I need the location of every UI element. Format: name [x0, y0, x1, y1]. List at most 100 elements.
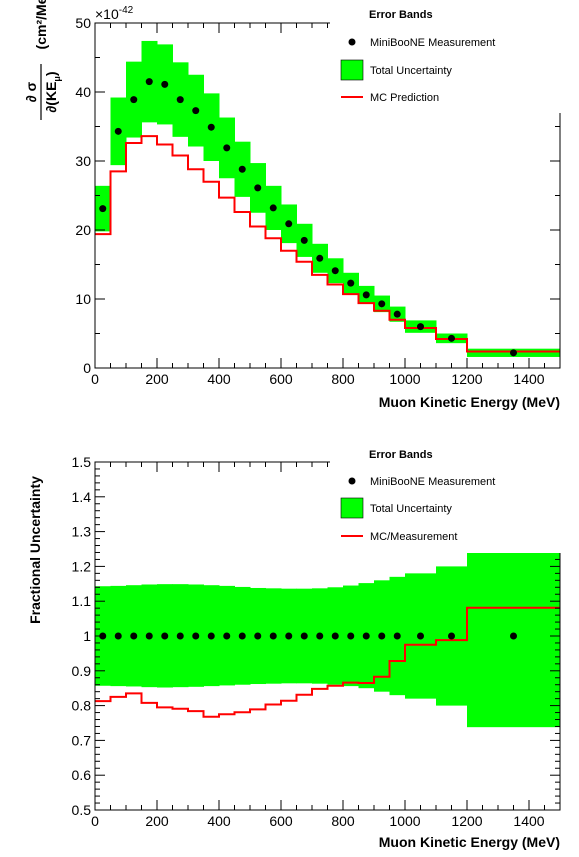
measurement-point	[130, 632, 138, 640]
measurement-point	[269, 204, 277, 212]
bottom-legend-entry-measurement: MiniBooNE Measurement	[370, 476, 495, 488]
measurement-point	[238, 165, 246, 173]
measurement-point	[510, 349, 517, 357]
measurement-point	[417, 632, 424, 640]
measurement-point	[331, 632, 339, 640]
x-tick-label: 600	[269, 813, 293, 829]
measurement-point	[207, 123, 215, 131]
x-tick-label: 400	[207, 813, 231, 829]
y-tick-label: 0.6	[72, 767, 92, 783]
measurement-point	[300, 632, 308, 640]
y-tick-label: 0.7	[72, 732, 92, 748]
measurement-point	[316, 632, 324, 640]
measurement-point	[378, 300, 386, 308]
top-legend-title: Error Bands	[369, 9, 433, 21]
top-x-axis-title: Muon Kinetic Energy (MeV)	[379, 394, 560, 410]
measurement-point	[269, 632, 277, 640]
y-tick-label: 0.9	[72, 663, 92, 679]
y-tick-label: 0.5	[72, 802, 92, 818]
measurement-point	[393, 632, 401, 640]
y-tick-label: 30	[75, 153, 91, 169]
x-tick-label: 400	[207, 371, 231, 387]
x-tick-label: 1200	[451, 371, 482, 387]
measurement-point	[238, 632, 246, 640]
y-tick-label: 10	[75, 291, 91, 307]
measurement-point	[254, 632, 262, 640]
bottom-legend: Error Bands MiniBooNE Measurement Total …	[330, 443, 561, 553]
top-legend-entry-uncertainty: Total Uncertainty	[370, 65, 452, 77]
measurement-point	[510, 632, 517, 640]
measurement-point	[161, 632, 169, 640]
measurement-point	[417, 323, 424, 331]
measurement-point	[130, 96, 138, 104]
measurement-point	[176, 96, 184, 104]
bottom-measurement-points	[99, 632, 517, 640]
measurement-point	[393, 310, 401, 318]
bottom-legend-entry-mc: MC/Measurement	[370, 531, 457, 543]
top-exponent-label: ×10-42	[95, 5, 134, 22]
x-tick-label: 200	[145, 371, 169, 387]
y-tick-label: 0.8	[72, 698, 92, 714]
bottom-legend-point-marker	[348, 477, 356, 485]
measurement-point	[448, 334, 455, 342]
measurement-point	[347, 632, 355, 640]
x-tick-label: 0	[91, 371, 99, 387]
y-tick-label: 1.2	[72, 558, 92, 574]
y-tick-label: 1.1	[72, 593, 92, 609]
measurement-point	[254, 184, 262, 192]
bottom-y-axis: 0.5 0.6 0.7 0.8 0.9 1 1.1 1.2 1.3 1.4 1.5	[72, 454, 560, 818]
measurement-point	[145, 78, 153, 86]
bottom-legend-band-swatch	[340, 497, 364, 519]
top-legend-entry-mc: MC Prediction	[370, 92, 439, 104]
mc-step-line	[95, 135, 560, 353]
x-tick-label: 200	[145, 813, 169, 829]
measurement-point	[161, 80, 169, 88]
bottom-legend-entry-uncertainty: Total Uncertainty	[370, 503, 452, 515]
mc-step-line	[95, 606, 560, 718]
cross-section-panel: 0 200 400 600 800 1000 1200 1400 0 10 20 30 40 50 ×1…	[23, 0, 561, 410]
measurement-point	[331, 267, 339, 275]
x-tick-label: 800	[331, 371, 355, 387]
y-tick-label: 20	[75, 222, 91, 238]
measurement-point	[285, 632, 293, 640]
top-legend-entry-measurement: MiniBooNE Measurement	[370, 37, 495, 49]
x-tick-label: 1000	[389, 813, 420, 829]
measurement-point	[448, 632, 455, 640]
measurement-point	[176, 632, 184, 640]
measurement-point	[347, 279, 355, 287]
x-tick-label: 1400	[513, 371, 544, 387]
top-ylabel-denominator: ∂(KEμ)	[43, 71, 62, 112]
measurement-point	[362, 291, 370, 299]
x-tick-label: 800	[331, 813, 355, 829]
y-tick-label: 40	[75, 84, 91, 100]
top-y-axis-title: ∂ σ ∂(KEμ) (cm²/MeV)	[23, 0, 62, 120]
measurement-point	[207, 632, 215, 640]
x-tick-label: 1200	[451, 813, 482, 829]
bottom-legend-title: Error Bands	[369, 449, 433, 461]
top-ylabel-numerator: ∂ σ	[23, 81, 39, 102]
measurement-point	[223, 632, 231, 640]
y-tick-label: 1.5	[72, 454, 92, 470]
y-tick-label: 1.3	[72, 524, 92, 540]
bottom-y-axis-title: Fractional Uncertainty	[27, 476, 43, 624]
top-ylabel-units: (cm²/MeV)	[33, 0, 49, 49]
bottom-x-axis-title: Muon Kinetic Energy (MeV)	[379, 834, 560, 850]
top-legend-band-swatch	[340, 59, 364, 81]
bottom-x-axis: 0 200 400 600 800 1000 1200 1400	[91, 462, 561, 829]
x-tick-label: 1400	[513, 813, 544, 829]
measurement-point	[362, 632, 370, 640]
measurement-point	[192, 107, 200, 115]
top-legend-box	[330, 3, 561, 113]
measurement-point	[316, 254, 324, 262]
y-tick-label: 0	[83, 360, 91, 376]
measurement-point	[378, 632, 386, 640]
y-tick-label: 1	[83, 628, 91, 644]
top-legend-point-marker	[348, 38, 356, 46]
measurement-point	[300, 236, 308, 244]
measurement-point	[114, 632, 122, 640]
measurement-point	[223, 144, 231, 152]
y-tick-label: 50	[75, 15, 91, 31]
ratio-panel: 0 200 400 600 800 1000 1200 1400 0.50.60.70.80.…	[27, 443, 561, 850]
measurement-point	[192, 632, 200, 640]
